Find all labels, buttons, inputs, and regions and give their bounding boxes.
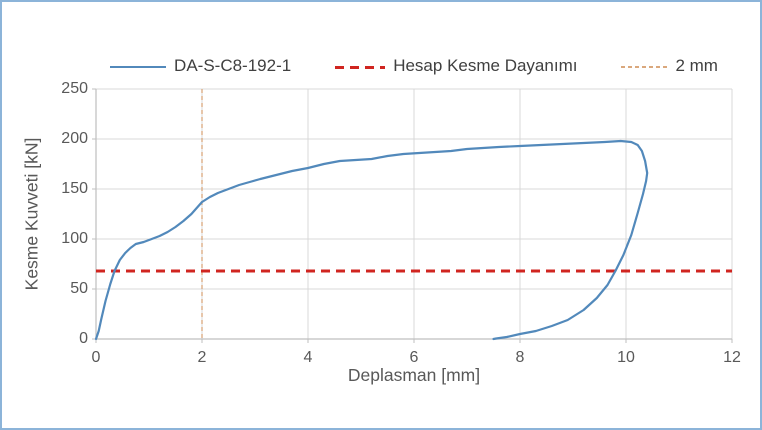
x-tick-label: 12 [723, 349, 741, 366]
chart-legend: DA-S-C8-192-1 Hesap Kesme Dayanımı 2 mm [96, 54, 732, 78]
x-tick-label: 2 [197, 349, 207, 366]
x-tick-label: 8 [515, 349, 525, 366]
y-tick-label: 200 [61, 130, 88, 147]
y-tick-label: 0 [79, 330, 88, 347]
x-axis-title: Deplasman [mm] [347, 365, 481, 385]
legend-item-series: DA-S-C8-192-1 [110, 56, 291, 76]
dashed-line-swatch-icon [335, 65, 386, 69]
legend-item-2mm: 2 mm [621, 56, 718, 76]
x-tick-label: 6 [409, 349, 419, 366]
legend-label-capacity: Hesap Kesme Dayanımı [393, 56, 578, 75]
series-curve [94, 139, 649, 341]
legend-item-capacity: Hesap Kesme Dayanımı [335, 56, 577, 76]
x-tick-label: 0 [91, 349, 101, 366]
y-tick-label: 50 [70, 280, 88, 297]
y-tick-label: 250 [61, 80, 88, 97]
solid-line-swatch-icon [110, 66, 167, 68]
x-tick-label: 4 [303, 349, 313, 366]
y-tick-label: 100 [61, 230, 88, 247]
x-tick-label: 10 [617, 349, 635, 366]
y-axis-title: Kesme Kuvveti [kN] [21, 137, 42, 291]
legend-label-2mm: 2 mm [675, 56, 718, 75]
y-tick-label: 150 [61, 180, 88, 197]
dotted-line-swatch-icon [621, 66, 668, 68]
legend-label-series: DA-S-C8-192-1 [174, 56, 292, 75]
